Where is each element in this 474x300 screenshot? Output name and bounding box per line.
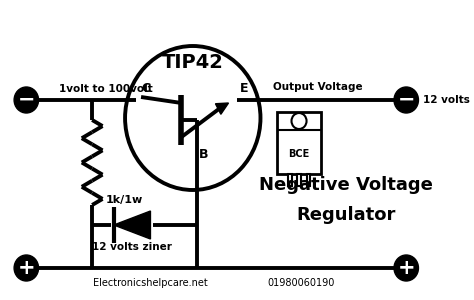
Text: Negative Voltage: Negative Voltage [259, 176, 433, 194]
Circle shape [394, 255, 419, 281]
Text: 1volt to 100volt: 1volt to 100volt [59, 84, 153, 94]
Circle shape [14, 255, 38, 281]
Text: B: B [199, 148, 209, 161]
Bar [297, 174, 301, 186]
Text: 12 volts: 12 volts [423, 95, 470, 105]
Text: 01980060190: 01980060190 [267, 278, 335, 288]
Polygon shape [114, 211, 150, 239]
Text: −: − [398, 90, 415, 110]
Text: C: C [141, 82, 150, 95]
Text: +: + [18, 258, 35, 278]
Bar [277, 112, 320, 174]
Text: 1k/1w: 1k/1w [105, 195, 143, 205]
Circle shape [14, 87, 38, 113]
Text: TIP42: TIP42 [162, 53, 224, 73]
Text: Electronicshelpcare.net: Electronicshelpcare.net [93, 278, 208, 288]
Text: E: E [240, 82, 249, 95]
Text: BCE: BCE [288, 149, 310, 159]
Bar [307, 174, 310, 186]
Text: 12 volts ziner: 12 volts ziner [91, 242, 172, 252]
Text: Regulator: Regulator [296, 206, 396, 224]
Bar [288, 174, 292, 186]
Text: +: + [397, 258, 415, 278]
Text: Output Voltage: Output Voltage [273, 82, 363, 92]
Text: −: − [18, 90, 35, 110]
Polygon shape [216, 103, 228, 114]
Circle shape [394, 87, 419, 113]
